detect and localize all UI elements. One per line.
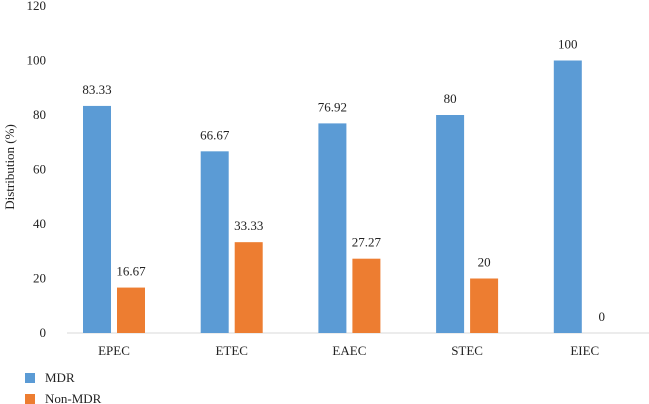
x-tick-label: EIEC <box>570 343 599 358</box>
data-label: 80 <box>444 91 457 106</box>
y-tick-label: 80 <box>33 107 46 122</box>
y-tick-label: 20 <box>33 271 46 286</box>
mdr-bar-eaec <box>318 123 347 333</box>
mdr-bar-etec <box>200 151 229 333</box>
data-label: 100 <box>558 37 578 52</box>
mdr-bar-stec <box>436 115 465 333</box>
y-tick-label: 120 <box>27 0 47 13</box>
legend: MDR Non-MDR <box>25 370 102 404</box>
non-mdr-bar-epec <box>117 287 145 333</box>
y-axis-ticks: 0 20 40 60 80 100 120 <box>27 0 47 340</box>
y-tick-label: 0 <box>40 325 47 340</box>
y-tick-label: 60 <box>33 162 46 177</box>
non-mdr-bar-stec <box>470 278 499 333</box>
data-label: 27.27 <box>352 235 382 250</box>
data-label: 20 <box>478 255 491 270</box>
legend-swatch-mdr <box>25 373 35 383</box>
value-labels: 83.33 16.67 66.67 33.33 76.92 27.27 80 20 100 0 <box>82 37 605 325</box>
legend-label: Non-MDR <box>45 391 102 404</box>
data-label: 66.67 <box>200 127 230 142</box>
y-tick-label: 100 <box>27 53 47 68</box>
data-label: 76.92 <box>318 99 347 114</box>
mdr-bar-eiec <box>553 60 582 333</box>
x-axis-ticks: EPEC ETEC EAEC STEC EIEC <box>98 343 599 358</box>
mdr-bar-epec <box>83 105 111 333</box>
legend-swatch-non-mdr <box>25 394 35 404</box>
data-label: 33.33 <box>234 218 263 233</box>
data-label: 0 <box>599 309 606 324</box>
x-tick-label: EAEC <box>332 343 366 358</box>
non-mdr-bar-eaec <box>352 258 381 333</box>
y-axis-title: Distribution (%) <box>2 124 17 210</box>
x-tick-label: EPEC <box>98 343 130 358</box>
y-tick-label: 40 <box>33 216 46 231</box>
data-label: 16.67 <box>116 264 146 279</box>
legend-label: MDR <box>45 370 75 385</box>
data-label: 83.33 <box>82 82 111 97</box>
non-mdr-bar-etec <box>234 242 263 333</box>
x-tick-label: ETEC <box>215 343 248 358</box>
x-tick-label: STEC <box>451 343 483 358</box>
bars <box>83 60 582 333</box>
